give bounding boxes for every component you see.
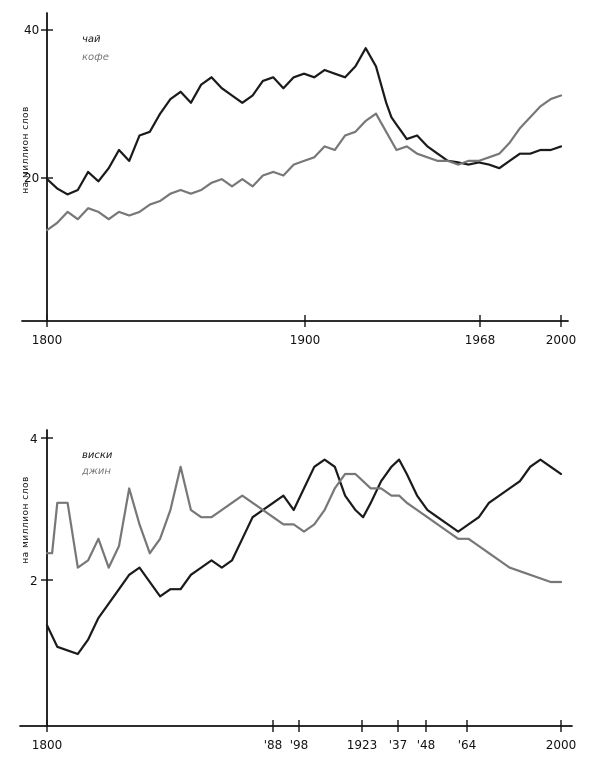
top-y-tick-20: 20 bbox=[24, 171, 53, 185]
bottom-x-tick-label: '48 bbox=[417, 738, 436, 752]
legend-entry-gin: джин bbox=[81, 466, 111, 477]
top-x-tick-1968: 1968 bbox=[465, 315, 496, 347]
bottom-y-axis-label: на миллион слов bbox=[21, 476, 31, 564]
bottom-x-tick-2000: 2000 bbox=[546, 720, 577, 752]
bottom-x-tick-64: '64 bbox=[458, 720, 477, 752]
series-line-gin bbox=[45, 465, 563, 584]
bottom-legend: виски джин bbox=[81, 450, 113, 477]
bottom-x-tick-98: '98 bbox=[290, 720, 309, 752]
chart-whisky-gin: на миллион слов 2 4 1800 '88 '98 1923 '3… bbox=[19, 429, 577, 752]
bottom-x-tick-1800: 1800 bbox=[32, 720, 63, 752]
bottom-y-tick-label: 4 bbox=[30, 432, 38, 446]
top-x-tick-label: 1900 bbox=[290, 333, 321, 347]
bottom-x-tick-label: '88 bbox=[264, 738, 283, 752]
top-x-tick-label: 1968 bbox=[465, 333, 496, 347]
bottom-x-tick-88: '88 bbox=[264, 720, 283, 752]
bottom-x-tick-37: '37 bbox=[389, 720, 408, 752]
top-x-tick-label: 2000 bbox=[546, 333, 577, 347]
top-x-tick-1900: 1900 bbox=[290, 315, 321, 347]
bottom-x-tick-label: 2000 bbox=[546, 738, 577, 752]
bottom-x-tick-label: 1923 bbox=[347, 738, 378, 752]
legend-entry-whisky: виски bbox=[82, 450, 113, 461]
top-x-tick-label: 1800 bbox=[32, 333, 63, 347]
bottom-x-tick-label: '98 bbox=[290, 738, 309, 752]
legend-entry-tea: чай bbox=[82, 34, 101, 45]
bottom-x-tick-1923: 1923 bbox=[347, 720, 378, 752]
top-y-tick-40: 40 bbox=[24, 23, 53, 37]
bottom-y-tick-label: 2 bbox=[30, 574, 38, 588]
series-line-coffee bbox=[45, 94, 563, 232]
top-legend: чай кофе bbox=[82, 34, 109, 63]
top-y-tick-label: 40 bbox=[24, 23, 39, 37]
bottom-x-tick-label: '37 bbox=[389, 738, 408, 752]
legend-entry-coffee: кофе bbox=[82, 52, 109, 63]
bottom-y-tick-4: 4 bbox=[30, 432, 53, 446]
series-line-whisky bbox=[45, 458, 563, 656]
bottom-x-tick-label: '64 bbox=[458, 738, 477, 752]
series-line-tea bbox=[45, 47, 563, 196]
top-y-tick-label: 20 bbox=[24, 171, 39, 185]
bottom-y-tick-2: 2 bbox=[30, 574, 53, 588]
bottom-x-tick-label: 1800 bbox=[32, 738, 63, 752]
top-x-tick-2000: 2000 bbox=[546, 315, 577, 347]
chart-tea-coffee: на миллион слов 20 40 1800 1900 1968 200… bbox=[21, 12, 577, 347]
top-x-tick-1800: 1800 bbox=[32, 315, 63, 347]
bottom-x-tick-48: '48 bbox=[417, 720, 436, 752]
top-y-axis-label: на миллион слов bbox=[21, 106, 31, 194]
